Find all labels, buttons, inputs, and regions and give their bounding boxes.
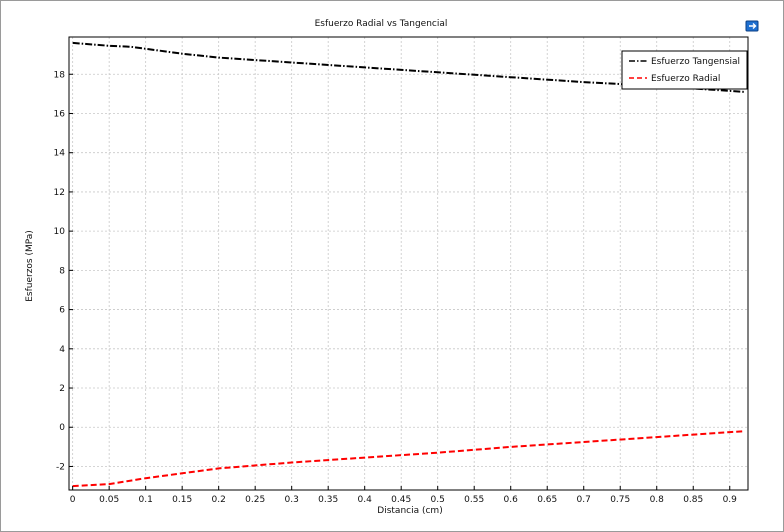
y-tick-label: 2: [59, 384, 65, 394]
y-tick-label: 12: [54, 188, 65, 198]
y-tick-label: 18: [54, 70, 66, 80]
x-tick-label: 0.25: [245, 495, 265, 505]
y-axis-label: Esfuerzos (MPa): [25, 230, 35, 302]
x-tick-label: 0.4: [358, 495, 373, 505]
x-tick-label: 0: [70, 495, 76, 505]
x-tick-label: 0.05: [99, 495, 119, 505]
x-tick-label: 0.15: [172, 495, 192, 505]
x-tick-label: 0.2: [212, 495, 226, 505]
x-tick-label: 0.55: [464, 495, 484, 505]
x-tick-label: 0.85: [683, 495, 703, 505]
y-tick-label: 0: [59, 423, 65, 433]
y-tick-label: -2: [56, 462, 65, 472]
y-tick-label: 16: [54, 109, 66, 119]
y-tick-label: 4: [59, 345, 65, 355]
x-tick-label: 0.1: [138, 495, 152, 505]
y-tick-label: 6: [59, 306, 65, 316]
x-axis-label: Distancia (cm): [377, 506, 442, 516]
x-tick-label: 0.7: [577, 495, 591, 505]
x-tick-label: 0.75: [610, 495, 630, 505]
legend-label-tangensial: Esfuerzo Tangensial: [651, 57, 740, 67]
y-tick-label: 14: [54, 149, 66, 159]
axes: 0 0.05 0.1 0.15 0.2 0.25 0.3 0.35 0.4 0.45 0.5 0.55…: [54, 36, 749, 505]
x-tick-label: 0.9: [723, 495, 738, 505]
series-line-tangensial: [72, 41, 745, 93]
plot-series: [72, 41, 745, 488]
x-tick-label: 0.3: [285, 495, 299, 505]
plot-frame: [68, 36, 749, 491]
x-tick-label: 0.45: [391, 495, 411, 505]
y-tick-label: 10: [54, 227, 66, 237]
y-tick-label: 8: [59, 266, 65, 276]
x-tick-label: 0.35: [318, 495, 338, 505]
legend-box: [621, 50, 748, 90]
x-tick-label: 0.65: [537, 495, 557, 505]
x-tick-label: 0.6: [504, 495, 519, 505]
export-icon[interactable]: [745, 20, 759, 32]
grid: [69, 37, 748, 490]
legend-label-radial: Esfuerzo Radial: [651, 74, 720, 84]
chart-title: Esfuerzo Radial vs Tangencial: [315, 19, 448, 29]
x-tick-label: 0.8: [650, 495, 665, 505]
legend: Esfuerzo Tangensial Esfuerzo Radial: [621, 50, 748, 90]
x-tick-label: 0.5: [431, 495, 445, 505]
series-line-radial: [72, 430, 745, 488]
